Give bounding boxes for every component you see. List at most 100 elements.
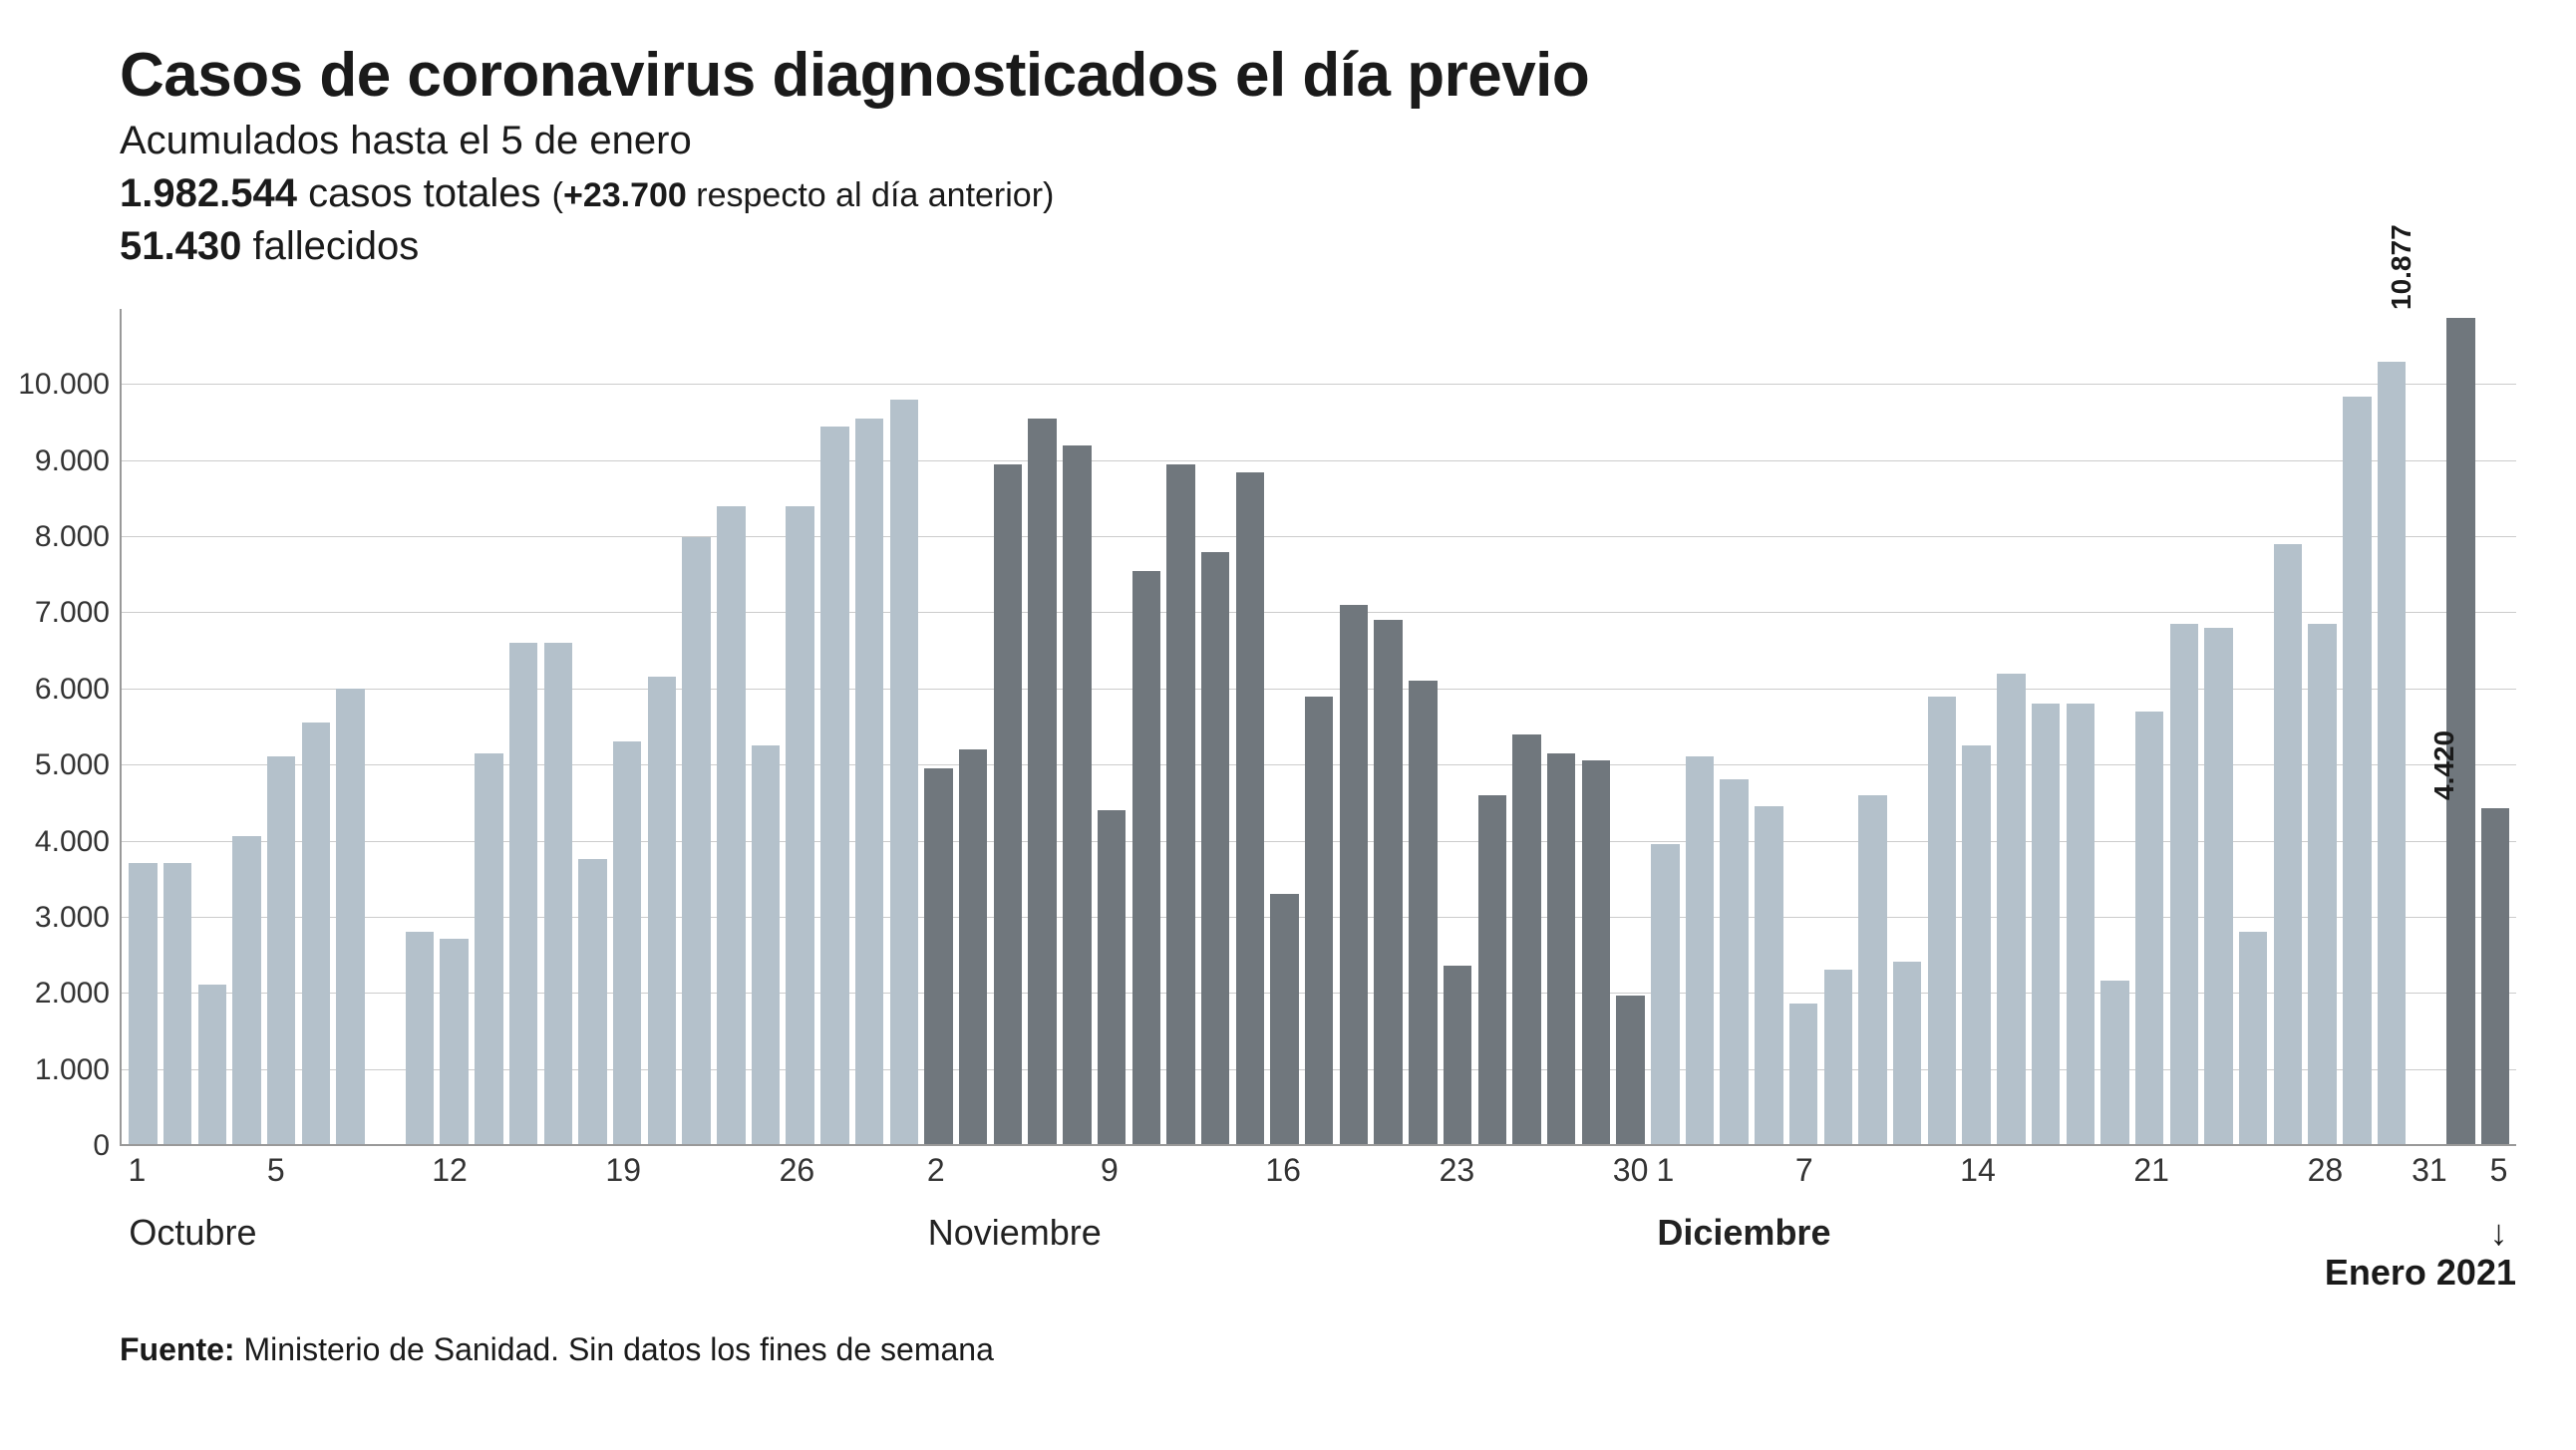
bar xyxy=(786,506,813,1144)
bar-slot xyxy=(368,309,403,1144)
bar-slot xyxy=(1509,309,1544,1144)
bar-slot xyxy=(991,309,1026,1144)
bar-slot xyxy=(1302,309,1337,1144)
bar-value-label: 10.877 xyxy=(2387,225,2418,311)
bar xyxy=(1512,734,1540,1144)
bar-slot xyxy=(610,309,645,1144)
bar xyxy=(2274,544,2302,1144)
bar xyxy=(2378,362,2406,1144)
bar xyxy=(1409,681,1437,1144)
totals-paren: (+23.700 respecto al día anterior) xyxy=(552,176,1055,214)
bar xyxy=(232,836,260,1144)
bar-slot xyxy=(2271,309,2306,1144)
bar xyxy=(2308,624,2336,1144)
bar-slot xyxy=(161,309,195,1144)
chart-title: Casos de coronavirus diagnosticados el d… xyxy=(120,40,2516,111)
bar-slot xyxy=(1544,309,1579,1144)
bar-slot xyxy=(2166,309,2201,1144)
source-text: Ministerio de Sanidad. Sin datos los fin… xyxy=(235,1331,994,1367)
y-tick: 0 xyxy=(10,1129,110,1163)
bar xyxy=(1132,571,1160,1144)
bar-slot xyxy=(1095,309,1129,1144)
totals-text: casos totales xyxy=(297,171,552,215)
bar: 4.420 xyxy=(2481,808,2509,1144)
bar xyxy=(1374,620,1402,1144)
bar-slot xyxy=(1890,309,1925,1144)
bar-slot xyxy=(1163,309,1198,1144)
source-label: Fuente: xyxy=(120,1331,235,1367)
bar xyxy=(855,419,883,1144)
bar-slot xyxy=(2305,309,2340,1144)
bar-slot xyxy=(2340,309,2375,1144)
x-axis-days: 151219262916233017142128315 xyxy=(120,1146,2516,1206)
x-tick-day: 5 xyxy=(2490,1152,2508,1189)
bar-slot xyxy=(1855,309,1890,1144)
bar-slot xyxy=(645,309,680,1144)
bar-slot xyxy=(1128,309,1163,1144)
totals-line: 1.982.544 casos totales (+23.700 respect… xyxy=(120,171,2516,216)
bar-slot xyxy=(1025,309,1060,1144)
bar-slot xyxy=(229,309,264,1144)
bar xyxy=(1824,970,1852,1144)
bar-slot xyxy=(956,309,991,1144)
bar-slot xyxy=(1198,309,1233,1144)
bar xyxy=(1236,472,1264,1144)
arrow-down-icon: ↓ xyxy=(2490,1212,2508,1254)
x-tick-day: 14 xyxy=(1960,1152,1996,1189)
bar xyxy=(1063,445,1091,1144)
bar-slot xyxy=(264,309,299,1144)
x-tick-day: 16 xyxy=(1265,1152,1301,1189)
bar xyxy=(682,537,710,1144)
bar-slot xyxy=(472,309,506,1144)
month-enero: Enero 2021 xyxy=(2325,1252,2516,1294)
source-line: Fuente: Ministerio de Sanidad. Sin datos… xyxy=(120,1331,2516,1368)
x-tick-day: 28 xyxy=(2308,1152,2344,1189)
x-tick-day: 12 xyxy=(432,1152,468,1189)
bars-container: 10.8774.420 xyxy=(120,309,2516,1146)
y-tick: 10.000 xyxy=(10,368,110,402)
bar-slot xyxy=(679,309,714,1144)
bar xyxy=(1270,894,1298,1144)
bar xyxy=(336,689,364,1144)
bar-slot xyxy=(437,309,472,1144)
month-label: Noviembre xyxy=(928,1212,1102,1254)
bar xyxy=(613,741,641,1144)
bar xyxy=(1444,966,1471,1144)
bar-slot xyxy=(1925,309,1960,1144)
x-axis-months: ↓ Enero 2021 OctubreNoviembreDiciembre xyxy=(120,1212,2516,1272)
bar xyxy=(1340,605,1368,1144)
chart-subtitle: Acumulados hasta el 5 de enero xyxy=(120,119,2516,163)
bar-slot xyxy=(2375,309,2410,1144)
bar xyxy=(2100,981,2128,1144)
bar-slot xyxy=(1474,309,1509,1144)
bar xyxy=(1893,962,1921,1144)
bar xyxy=(440,939,468,1144)
bar xyxy=(198,985,226,1144)
y-tick: 1.000 xyxy=(10,1053,110,1087)
deaths-text: fallecidos xyxy=(241,224,419,268)
chart: 01.0002.0003.0004.0005.0006.0007.0008.00… xyxy=(120,309,2516,1206)
bar-slot: 10.877 xyxy=(2443,309,2478,1144)
bar xyxy=(406,932,434,1144)
bar-slot xyxy=(403,309,438,1144)
bar-slot xyxy=(817,309,852,1144)
totals-number: 1.982.544 xyxy=(120,171,297,215)
bar xyxy=(1651,844,1679,1144)
x-tick-day: 7 xyxy=(1795,1152,1813,1189)
bar xyxy=(1305,697,1333,1144)
bar-slot xyxy=(1613,309,1648,1144)
y-tick: 5.000 xyxy=(10,748,110,782)
bar-slot xyxy=(1337,309,1372,1144)
bar-slot xyxy=(783,309,817,1144)
bar xyxy=(2067,704,2094,1144)
x-tick-day: 2 xyxy=(927,1152,945,1189)
bar-slot xyxy=(1441,309,1475,1144)
y-tick: 3.000 xyxy=(10,901,110,935)
bar xyxy=(1098,810,1126,1144)
bar-slot xyxy=(852,309,887,1144)
bar-slot xyxy=(749,309,784,1144)
bar xyxy=(648,677,676,1144)
bar-slot xyxy=(1994,309,2029,1144)
bar xyxy=(1789,1004,1817,1144)
bar xyxy=(129,863,157,1144)
